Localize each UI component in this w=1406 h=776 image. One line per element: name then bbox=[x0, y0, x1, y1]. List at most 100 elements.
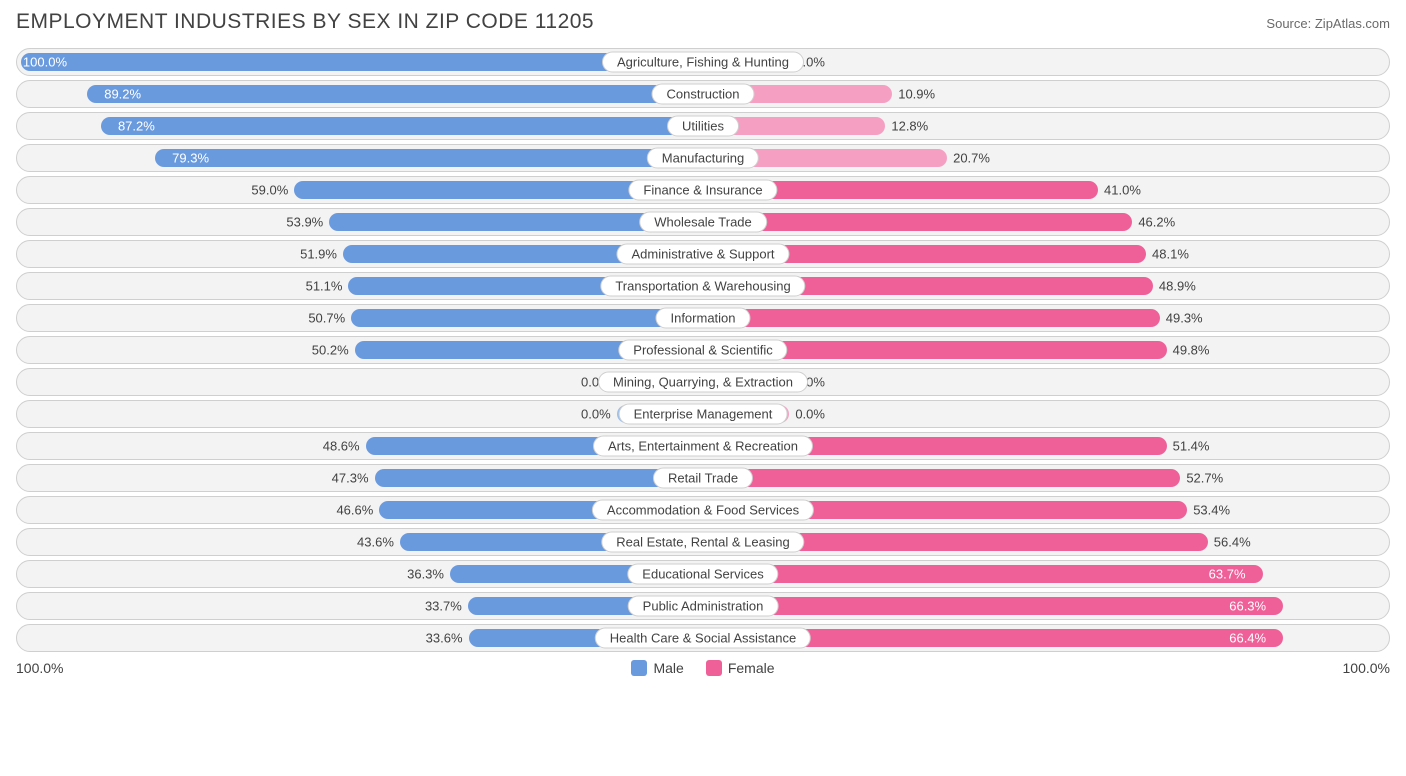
chart-row: 51.9% 48.1% Administrative & Support bbox=[16, 240, 1390, 268]
legend-male: Male bbox=[631, 660, 683, 676]
male-bar bbox=[21, 53, 699, 71]
category-label: Utilities bbox=[667, 116, 739, 137]
male-pct-label: 46.6% bbox=[336, 503, 373, 518]
female-bar bbox=[707, 565, 1263, 583]
male-pct-label: 79.3% bbox=[172, 151, 209, 166]
chart-rows: 100.0%0.0%Agriculture, Fishing & Hunting… bbox=[16, 48, 1390, 652]
female-bar bbox=[707, 309, 1160, 327]
female-half: 56.4% bbox=[703, 529, 1389, 555]
source-name: ZipAtlas.com bbox=[1315, 16, 1390, 31]
female-pct-label: 63.7% bbox=[1209, 567, 1246, 582]
female-half: 48.1% bbox=[703, 241, 1389, 267]
chart-row: 89.2%10.9%Construction bbox=[16, 80, 1390, 108]
category-label: Wholesale Trade bbox=[639, 212, 767, 233]
category-label: Agriculture, Fishing & Hunting bbox=[602, 52, 804, 73]
female-bar bbox=[707, 469, 1180, 487]
male-half: 43.6% bbox=[17, 529, 703, 555]
female-half: 20.7% bbox=[703, 145, 1389, 171]
axis-right-label: 100.0% bbox=[1343, 660, 1390, 676]
male-bar bbox=[101, 117, 699, 135]
male-pct-label: 33.7% bbox=[425, 599, 462, 614]
female-pct-label: 49.8% bbox=[1173, 343, 1210, 358]
category-label: Information bbox=[655, 308, 750, 329]
female-half: 52.7% bbox=[703, 465, 1389, 491]
male-bar bbox=[375, 469, 699, 487]
female-half: 12.8% bbox=[703, 113, 1389, 139]
male-pct-label: 50.7% bbox=[308, 311, 345, 326]
male-half: 53.9% bbox=[17, 209, 703, 235]
male-half: 36.3% bbox=[17, 561, 703, 587]
chart-row: 51.1% 48.9%Transportation & Warehousing bbox=[16, 272, 1390, 300]
category-label: Administrative & Support bbox=[616, 244, 789, 265]
category-label: Transportation & Warehousing bbox=[600, 276, 805, 297]
legend-female-label: Female bbox=[728, 660, 775, 676]
chart-source: Source: ZipAtlas.com bbox=[1266, 16, 1390, 31]
female-half: 49.3% bbox=[703, 305, 1389, 331]
chart-row: 43.6% 56.4%Real Estate, Rental & Leasing bbox=[16, 528, 1390, 556]
male-pct-label: 51.1% bbox=[306, 279, 343, 294]
male-pct-label: 33.6% bbox=[426, 631, 463, 646]
axis-left-label: 100.0% bbox=[16, 660, 63, 676]
female-pct-label: 46.2% bbox=[1138, 215, 1175, 230]
chart-header: EMPLOYMENT INDUSTRIES BY SEX IN ZIP CODE… bbox=[16, 10, 1390, 34]
male-half: 87.2% bbox=[17, 113, 703, 139]
male-bar bbox=[351, 309, 699, 327]
male-pct-label: 36.3% bbox=[407, 567, 444, 582]
male-half: 47.3% bbox=[17, 465, 703, 491]
chart-row: 46.6% 53.4% Accommodation & Food Services bbox=[16, 496, 1390, 524]
chart-row: 100.0% 0.0%Agriculture, Fishing & Hunting bbox=[16, 48, 1390, 76]
chart-row: 48.6%51.4%Arts, Entertainment & Recreati… bbox=[16, 432, 1390, 460]
chart-row: 50.2%49.8%Professional & Scientific bbox=[16, 336, 1390, 364]
female-pct-label: 52.7% bbox=[1186, 471, 1223, 486]
male-pct-label: 87.2% bbox=[118, 119, 155, 134]
male-bar bbox=[87, 85, 699, 103]
chart-row: 47.3% 52.7% Retail Trade bbox=[16, 464, 1390, 492]
category-label: Arts, Entertainment & Recreation bbox=[593, 436, 813, 457]
female-pct-label: 12.8% bbox=[891, 119, 928, 134]
male-half: 100.0% bbox=[17, 49, 703, 75]
female-half: 41.0% bbox=[703, 177, 1389, 203]
female-pct-label: 10.9% bbox=[898, 87, 935, 102]
chart-row: 79.3%20.7%Manufacturing bbox=[16, 144, 1390, 172]
chart-row: 87.2% 12.8% Utilities bbox=[16, 112, 1390, 140]
female-bar bbox=[707, 213, 1132, 231]
female-pct-label: 0.0% bbox=[795, 407, 825, 422]
male-half: 50.7% bbox=[17, 305, 703, 331]
male-pct-label: 100.0% bbox=[23, 55, 67, 70]
male-pct-label: 0.0% bbox=[581, 407, 611, 422]
male-half: 50.2% bbox=[17, 337, 703, 363]
female-pct-label: 20.7% bbox=[953, 151, 990, 166]
female-pct-label: 53.4% bbox=[1193, 503, 1230, 518]
source-label: Source: bbox=[1266, 16, 1311, 31]
male-pct-label: 59.0% bbox=[251, 183, 288, 198]
category-label: Educational Services bbox=[627, 564, 778, 585]
male-pct-label: 43.6% bbox=[357, 535, 394, 550]
male-half: 79.3% bbox=[17, 145, 703, 171]
legend-male-label: Male bbox=[653, 660, 683, 676]
male-half: 51.9% bbox=[17, 241, 703, 267]
male-half: 33.7% bbox=[17, 593, 703, 619]
male-half: 59.0% bbox=[17, 177, 703, 203]
category-label: Retail Trade bbox=[653, 468, 753, 489]
female-half: 46.2% bbox=[703, 209, 1389, 235]
chart-row: 0.0%0.0%Enterprise Management bbox=[16, 400, 1390, 428]
male-pct-label: 47.3% bbox=[332, 471, 369, 486]
chart-row: 36.3% 63.7% Educational Services bbox=[16, 560, 1390, 588]
category-label: Accommodation & Food Services bbox=[592, 500, 814, 521]
female-half: 10.9% bbox=[703, 81, 1389, 107]
female-half: 49.8% bbox=[703, 337, 1389, 363]
chart-title: EMPLOYMENT INDUSTRIES BY SEX IN ZIP CODE… bbox=[16, 10, 594, 34]
female-half: 0.0% bbox=[703, 49, 1389, 75]
category-label: Construction bbox=[652, 84, 755, 105]
category-label: Mining, Quarrying, & Extraction bbox=[598, 372, 808, 393]
female-pct-label: 66.4% bbox=[1229, 631, 1266, 646]
category-label: Real Estate, Rental & Leasing bbox=[601, 532, 804, 553]
category-label: Finance & Insurance bbox=[628, 180, 777, 201]
female-pct-label: 41.0% bbox=[1104, 183, 1141, 198]
male-pct-label: 53.9% bbox=[286, 215, 323, 230]
swatch-female bbox=[706, 660, 722, 676]
female-half: 48.9% bbox=[703, 273, 1389, 299]
female-pct-label: 48.1% bbox=[1152, 247, 1189, 262]
category-label: Health Care & Social Assistance bbox=[595, 628, 811, 649]
chart-footer: 100.0% Male Female 100.0% bbox=[16, 660, 1390, 676]
